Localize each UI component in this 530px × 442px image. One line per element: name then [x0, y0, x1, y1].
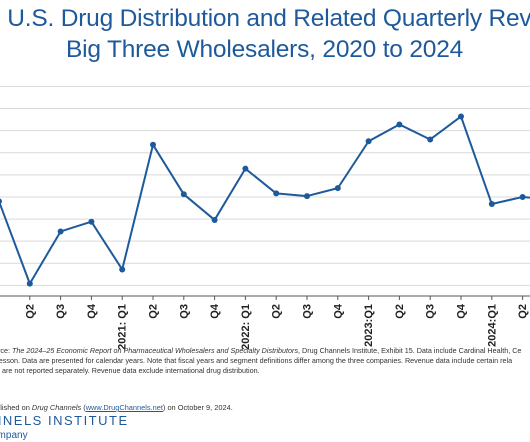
x-axis [0, 295, 530, 300]
data-point-11 [334, 185, 341, 192]
data-point-9 [273, 190, 280, 197]
source-details: , Drug Channels Institute, Exhibit 15. D… [298, 346, 522, 355]
data-point-2 [57, 228, 64, 235]
x-tick-label-1: Q2 [24, 304, 36, 319]
x-tick-label-7: Q4 [209, 303, 221, 319]
x-tick-label-11: Q4 [332, 303, 344, 319]
published-date: on October 9, 2024. [165, 403, 233, 412]
chart-title-line-2: Big Three Wholesalers, 2020 to 2024 [66, 36, 464, 63]
x-tick-label-17: Q2 [517, 304, 529, 319]
data-point-17 [519, 193, 526, 200]
data-point-3 [88, 218, 95, 225]
published-prefix: ublished on [0, 403, 30, 412]
source-note-line-2: Kesson. Data are presented for calendar … [0, 356, 513, 365]
x-tick-labels: Q2 Q3 Q4 2021: Q1 Q2 Q3 Q4 2022: Q1 Q2 Q3 Q4 2023:Q… [24, 303, 529, 350]
x-tick-label-10: Q3 [302, 304, 314, 319]
data-points [0, 113, 526, 287]
drugchannels-link[interactable]: www.DrugChannels.net [85, 403, 163, 412]
x-tick-label-14: Q3 [425, 304, 437, 319]
x-tick-label-8: 2022: Q1 [240, 304, 252, 350]
x-tick-label-3: Q4 [86, 303, 98, 319]
x-tick-label-2: Q3 [55, 304, 67, 319]
x-tick-label-9: Q2 [271, 304, 283, 319]
data-point-0 [0, 198, 2, 205]
x-tick-label-5: Q2 [148, 304, 160, 319]
source-label: urce: [0, 346, 10, 355]
data-point-15 [458, 113, 464, 120]
data-point-16 [488, 201, 495, 208]
data-point-10 [304, 193, 310, 200]
data-point-5 [150, 141, 156, 148]
data-point-12 [365, 138, 372, 145]
series-line-group [0, 115, 530, 285]
x-tick-label-4: 2021: Q1 [117, 304, 129, 350]
data-point-7 [211, 216, 218, 223]
x-tick-label-13: Q2 [394, 304, 406, 319]
series-line [0, 115, 530, 285]
chart-title-line-1: in U.S. Drug Distribution and Related Qu… [0, 5, 530, 32]
data-point-14 [427, 136, 434, 143]
gridlines [0, 85, 530, 286]
data-point-1 [26, 280, 33, 287]
x-tick-label-12: 2023:Q1 [363, 304, 375, 347]
x-tick-label-6: Q3 [178, 304, 190, 319]
published-outlet: Drug Channels [31, 403, 82, 412]
brand-logo-text: NNELS INSTITUTE [0, 413, 129, 428]
source-report-title: The 2024–25 Economic Report on Pharmaceu… [11, 346, 299, 355]
brand-logo-subtitle: ompany [0, 430, 28, 441]
published-note: ublished on Drug Channels (www.DrugChann… [0, 403, 233, 412]
x-tick-label-16: 2024:Q1 [486, 304, 498, 347]
source-note: urce: The 2024–25 Economic Report on Pha… [0, 346, 530, 376]
chart-title: in U.S. Drug Distribution and Related Qu… [0, 2, 530, 68]
data-point-6 [180, 191, 187, 198]
data-point-13 [396, 121, 403, 128]
data-point-4 [119, 266, 126, 273]
source-note-line-3: at are not reported separately. Revenue … [0, 366, 260, 375]
x-tick-label-15: Q4 [456, 303, 468, 319]
data-point-8 [242, 165, 249, 172]
